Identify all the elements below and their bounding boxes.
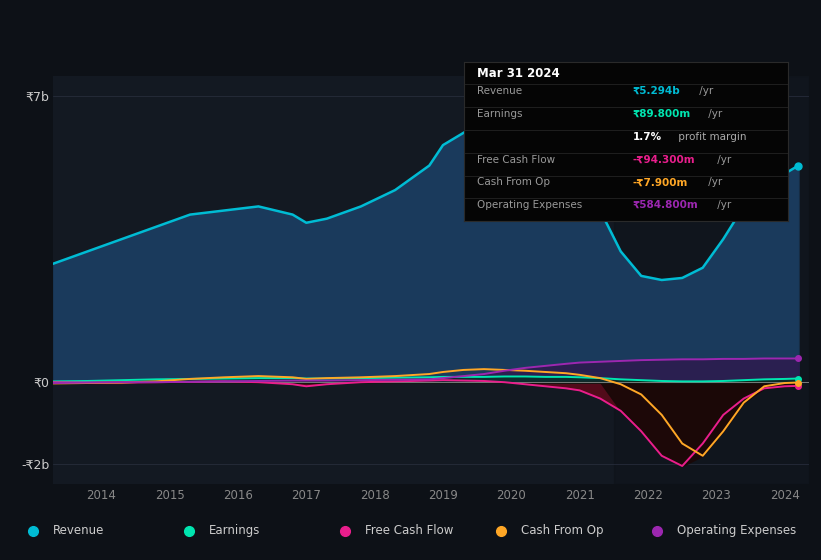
Text: /yr: /yr xyxy=(714,155,732,165)
Text: Revenue: Revenue xyxy=(477,86,522,96)
Bar xyxy=(614,76,809,484)
Text: Operating Expenses: Operating Expenses xyxy=(477,200,582,210)
Text: Earnings: Earnings xyxy=(209,524,261,538)
Text: /yr: /yr xyxy=(705,109,722,119)
Text: 1.7%: 1.7% xyxy=(632,132,662,142)
Text: Cash From Op: Cash From Op xyxy=(521,524,603,538)
Text: ₹584.800m: ₹584.800m xyxy=(632,200,698,210)
Text: ₹89.800m: ₹89.800m xyxy=(632,109,690,119)
Text: /yr: /yr xyxy=(714,200,732,210)
Text: profit margin: profit margin xyxy=(675,132,746,142)
Text: Free Cash Flow: Free Cash Flow xyxy=(477,155,555,165)
Text: Operating Expenses: Operating Expenses xyxy=(677,524,796,538)
Text: -₹94.300m: -₹94.300m xyxy=(632,155,695,165)
Text: Earnings: Earnings xyxy=(477,109,522,119)
Text: -₹7.900m: -₹7.900m xyxy=(632,178,688,188)
Text: /yr: /yr xyxy=(705,178,722,188)
Text: Revenue: Revenue xyxy=(53,524,105,538)
Text: Mar 31 2024: Mar 31 2024 xyxy=(477,67,560,80)
Text: Cash From Op: Cash From Op xyxy=(477,178,550,188)
Text: Free Cash Flow: Free Cash Flow xyxy=(365,524,454,538)
Text: /yr: /yr xyxy=(696,86,713,96)
Text: ₹5.294b: ₹5.294b xyxy=(632,86,681,96)
